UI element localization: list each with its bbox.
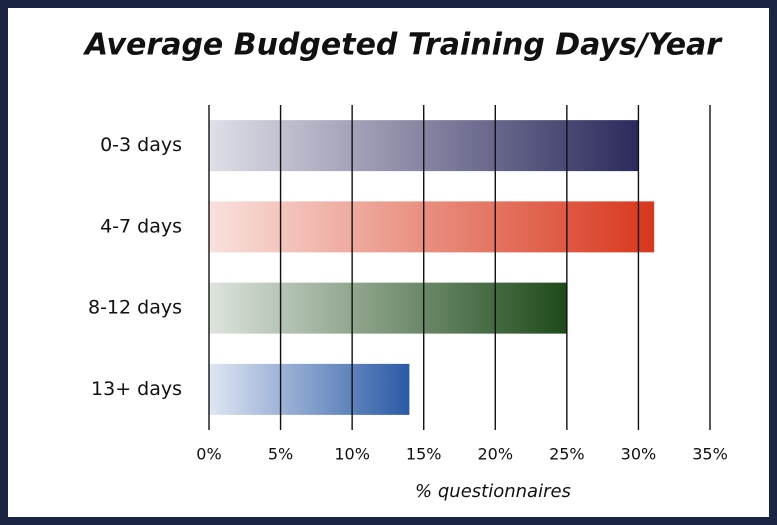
x-tick-label: 10% xyxy=(334,445,370,464)
y-tick-label: 0-3 days xyxy=(100,134,182,156)
bar xyxy=(209,363,410,415)
x-tick-label: 0% xyxy=(196,445,221,464)
x-tick-label: 30% xyxy=(621,445,657,464)
y-tick-label: 4-7 days xyxy=(100,215,182,237)
panel xyxy=(8,8,769,517)
chart-title: Average Budgeted Training Days/Year xyxy=(83,28,723,63)
y-tick-label: 13+ days xyxy=(91,378,182,400)
bar xyxy=(209,201,655,253)
x-tick-label: 15% xyxy=(406,445,442,464)
x-tick-label: 20% xyxy=(478,445,514,464)
x-tick-label: 5% xyxy=(268,445,293,464)
x-axis-label: % questionnaires xyxy=(415,481,571,502)
x-tick-label: 25% xyxy=(549,445,585,464)
y-tick-label: 8-12 days xyxy=(88,297,182,319)
bar xyxy=(209,282,567,334)
x-tick-label: 35% xyxy=(692,445,728,464)
